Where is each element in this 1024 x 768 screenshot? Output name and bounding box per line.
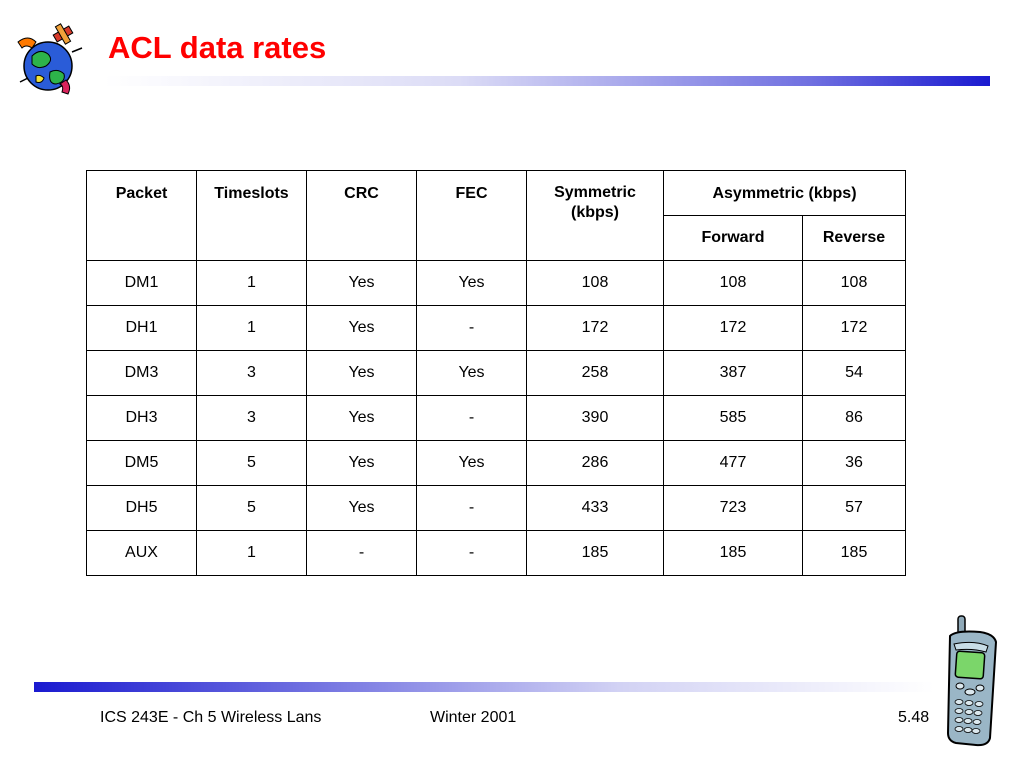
cell-forward: 185 (663, 530, 803, 576)
cell-symmetric: 185 (526, 530, 664, 576)
cell-forward: 387 (663, 350, 803, 396)
cell-reverse: 172 (802, 305, 906, 351)
cell-packet: DH5 (86, 485, 197, 531)
cell-fec: Yes (416, 350, 527, 396)
page-title: ACL data rates (108, 30, 327, 65)
header-fec: FEC (416, 170, 527, 261)
cell-reverse: 108 (802, 260, 906, 306)
table-row: DM5 5 Yes Yes 286 477 36 (86, 440, 906, 486)
rates-table-body: DM1 1 Yes Yes 108 108 108 DH1 1 Yes -172 172 172 DM3 3… (86, 260, 906, 576)
cell-reverse: 36 (802, 440, 906, 486)
cell-reverse: 86 (802, 395, 906, 441)
table-row: DM3 3 Yes Yes 258 387 54 (86, 350, 906, 396)
cell-crc: Yes (306, 260, 417, 306)
cell-symmetric: 286 (526, 440, 664, 486)
cell-packet: DM5 (86, 440, 197, 486)
cell-forward: 108 (663, 260, 803, 306)
cell-crc: Yes (306, 440, 417, 486)
acl-rates-table: Packet Timeslots CRC FEC Symmetric (kbps… (86, 170, 906, 576)
cell-packet: DM1 (86, 260, 197, 306)
mobile-phone-icon (946, 615, 998, 747)
cell-reverse: 185 (802, 530, 906, 576)
header-asymmetric: Asymmetric (kbps) (663, 170, 906, 216)
cell-fec: Yes (416, 440, 527, 486)
cell-crc: Yes (306, 305, 417, 351)
cell-symmetric: 172 (526, 305, 664, 351)
footer-term: Winter 2001 (430, 709, 517, 726)
header-reverse: Reverse (802, 215, 906, 261)
footer-page-number: 5.48 (898, 709, 930, 726)
cell-timeslots: 3 (196, 350, 307, 396)
cell-symmetric: 390 (526, 395, 664, 441)
table-row: DH1 1 Yes -172 172 172 (86, 305, 906, 351)
cell-timeslots: 1 (196, 260, 307, 306)
cell-crc: Yes (306, 485, 417, 531)
cell-fec: - (416, 530, 527, 576)
cell-fec: - (416, 305, 527, 351)
cell-packet: DH1 (86, 305, 197, 351)
header-crc: CRC (306, 170, 417, 261)
cell-crc: Yes (306, 350, 417, 396)
header-packet: Packet (86, 170, 197, 261)
header-timeslots: Timeslots (196, 170, 307, 261)
table-row: DH3 3 Yes -390 585 86 (86, 395, 906, 441)
table-row: DM1 1 Yes Yes 108 108 108 (86, 260, 906, 306)
cell-fec: Yes (416, 260, 527, 306)
cell-reverse: 57 (802, 485, 906, 531)
cell-symmetric: 258 (526, 350, 664, 396)
globe-satellite-phone-icon (17, 23, 83, 95)
cell-timeslots: 1 (196, 305, 307, 351)
cell-forward: 585 (663, 395, 803, 441)
footer-divider-bar (34, 682, 934, 692)
cell-forward: 723 (663, 485, 803, 531)
cell-symmetric: 433 (526, 485, 664, 531)
cell-packet: DM3 (86, 350, 197, 396)
footer-course: ICS 243E - Ch 5 Wireless Lans (100, 709, 322, 726)
cell-forward: 477 (663, 440, 803, 486)
cell-reverse: 54 (802, 350, 906, 396)
cell-crc: - (306, 530, 417, 576)
cell-packet: AUX (86, 530, 197, 576)
table-row: DH5 5 Yes -433 723 57 (86, 485, 906, 531)
cell-fec: - (416, 485, 527, 531)
cell-crc: Yes (306, 395, 417, 441)
cell-symmetric: 108 (526, 260, 664, 306)
cell-timeslots: 1 (196, 530, 307, 576)
header-symmetric: Symmetric (kbps) (526, 170, 664, 261)
header-forward: Forward (663, 215, 803, 261)
cell-timeslots: 5 (196, 485, 307, 531)
table-row: AUX 1- -185 185 185 (86, 530, 906, 576)
title-divider-bar (104, 76, 990, 86)
cell-fec: - (416, 395, 527, 441)
cell-forward: 172 (663, 305, 803, 351)
cell-timeslots: 5 (196, 440, 307, 486)
cell-packet: DH3 (86, 395, 197, 441)
cell-timeslots: 3 (196, 395, 307, 441)
